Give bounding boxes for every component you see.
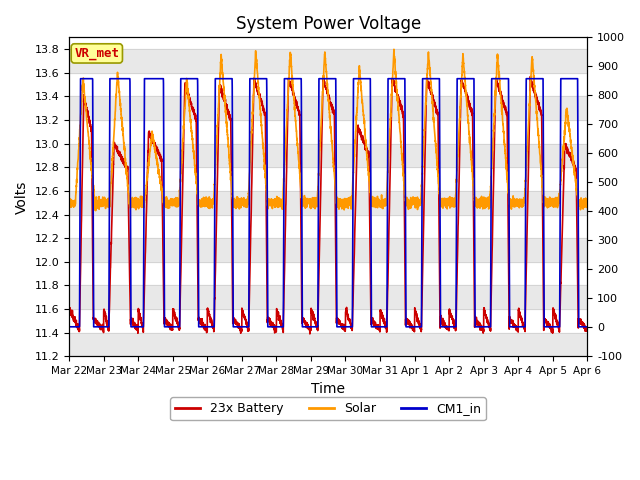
- Bar: [69, 286, 588, 309]
- Bar: [69, 333, 588, 356]
- Bar: [69, 49, 588, 73]
- Bar: [69, 144, 588, 168]
- X-axis label: Time: Time: [311, 382, 345, 396]
- Bar: [69, 96, 588, 120]
- Bar: [69, 191, 588, 215]
- Text: VR_met: VR_met: [74, 47, 119, 60]
- Legend: 23x Battery, Solar, CM1_in: 23x Battery, Solar, CM1_in: [170, 397, 486, 420]
- Title: System Power Voltage: System Power Voltage: [236, 15, 421, 33]
- Bar: [69, 238, 588, 262]
- Y-axis label: Volts: Volts: [15, 180, 29, 214]
